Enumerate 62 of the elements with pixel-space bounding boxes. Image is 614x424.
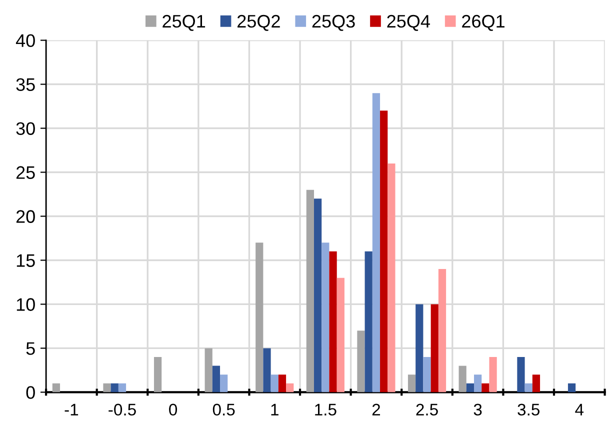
bar [357,330,365,392]
bar [423,357,431,392]
y-tick-label: 5 [26,342,35,355]
bar [322,242,330,392]
bar [314,198,322,392]
x-tick-label: 1 [271,404,278,416]
bar [118,383,126,392]
legend-label: 26Q1 [462,14,504,31]
bar [408,374,416,392]
bar [474,374,482,392]
y-tick-label: 25 [16,166,35,179]
bar [517,357,525,392]
bar [278,374,286,392]
x-tick-label: 0.5 [212,404,235,416]
bar [270,374,278,392]
x-tick-label: 2 [372,404,380,416]
bar [388,163,396,392]
x-tick-label: 2.5 [416,404,438,416]
bar [438,269,446,392]
bar [372,93,380,392]
bar [110,383,118,392]
bar [154,357,162,392]
y-tick-label: 20 [16,210,35,223]
bar [532,374,540,392]
bar [103,383,111,392]
bar [286,383,294,392]
bar [306,190,314,392]
y-tick-label: 40 [16,34,35,47]
bar [256,242,264,392]
bar [466,383,474,392]
x-tick-label: 3.5 [518,404,540,416]
y-tick-label: 15 [16,254,35,267]
bar [416,304,424,392]
bar [380,110,388,392]
x-tick-label: 0 [169,404,178,416]
bar [52,383,60,392]
legend-label: 25Q4 [387,14,430,31]
legend-label: 25Q1 [162,14,206,31]
x-tick-label: 1.5 [315,404,336,416]
bar [430,304,438,392]
bar [212,366,220,392]
x-tick-label: 3 [474,404,482,416]
y-tick-label: 10 [16,298,35,311]
bar [220,374,228,392]
bar [263,348,271,392]
bar [364,251,372,392]
legend-label: 25Q3 [312,14,355,31]
bar [482,383,490,392]
bar [204,348,212,392]
bar [524,383,532,392]
bar [568,383,576,392]
legend-label: 25Q2 [238,14,280,31]
x-tick-label: 4 [575,404,584,416]
x-tick-label: -1 [64,404,78,416]
bar [489,357,497,392]
y-tick-label: 30 [16,122,35,135]
x-tick-label: -0.5 [108,404,136,416]
bar [458,366,466,392]
bar [336,278,344,392]
y-tick-label: 35 [16,78,35,91]
y-tick-label: 0 [26,386,35,399]
bar [329,251,337,392]
